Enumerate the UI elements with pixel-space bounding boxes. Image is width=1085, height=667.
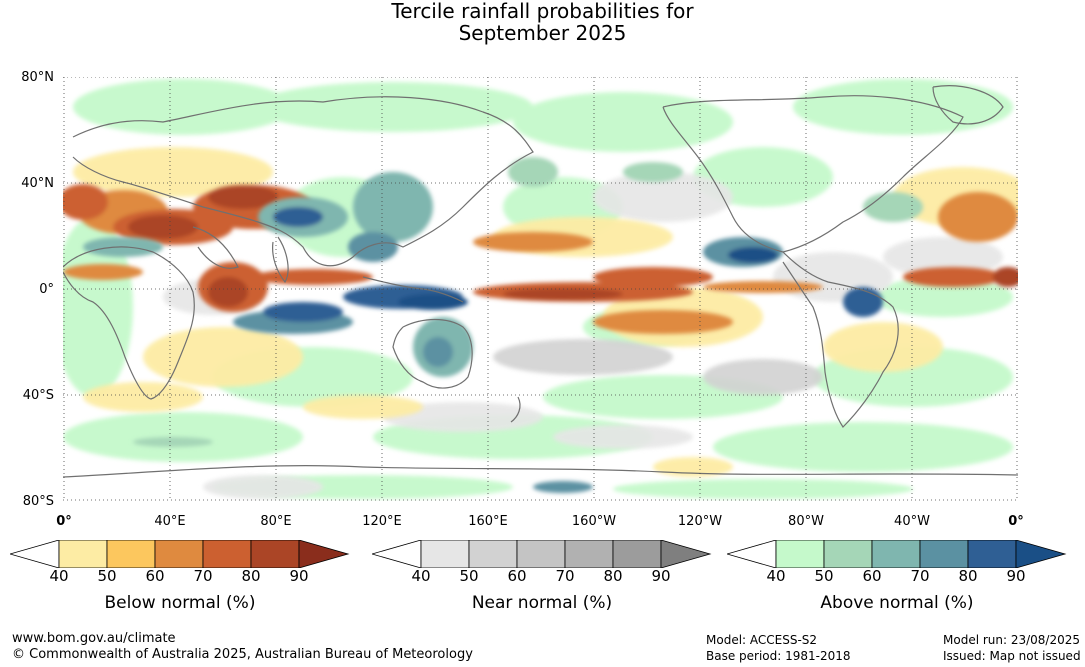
above-tick-70: 70 bbox=[910, 567, 930, 585]
above-swatch-80-90 bbox=[967, 540, 1017, 568]
above-swatch-over bbox=[1015, 540, 1067, 568]
lat-label-80s: 80°S bbox=[22, 494, 54, 509]
lat-label-0: 0° bbox=[39, 282, 54, 297]
below-tick-40: 40 bbox=[49, 567, 69, 585]
above-swatch-40-50 bbox=[775, 540, 825, 568]
above-swatch-50-60 bbox=[823, 540, 873, 568]
near-swatch-40-50 bbox=[420, 540, 470, 568]
near-normal-title: Near normal (%) bbox=[471, 593, 613, 613]
below-swatch-50-60 bbox=[106, 540, 156, 568]
above-normal-strong-areas bbox=[83, 157, 923, 493]
below-normal-strong-areas bbox=[63, 184, 1018, 334]
above-tick-40: 40 bbox=[766, 567, 786, 585]
lon-label-80w: 80°W bbox=[788, 514, 824, 529]
base-period: Base period: 1981-2018 bbox=[706, 649, 851, 663]
near-tick-40: 40 bbox=[411, 567, 431, 585]
below-tick-60: 60 bbox=[145, 567, 165, 585]
lat-label-80n: 80°N bbox=[21, 70, 54, 85]
coastlines bbox=[63, 85, 1018, 478]
copyright-text: © Commonwealth of Australia 2025, Austra… bbox=[12, 647, 473, 662]
lon-label-80e: 80°E bbox=[260, 514, 292, 529]
below-normal-light-areas bbox=[73, 147, 1018, 477]
below-normal-colorbar bbox=[10, 540, 350, 568]
map-canvas bbox=[63, 77, 1018, 501]
below-swatch-80-90 bbox=[250, 540, 300, 568]
issued-status: Issued: Map not issued bbox=[943, 649, 1081, 663]
below-swatch-over bbox=[298, 540, 350, 568]
above-tick-90: 90 bbox=[1006, 567, 1026, 585]
lon-label-40w: 40°W bbox=[894, 514, 930, 529]
lon-label-120w: 120°W bbox=[677, 514, 723, 529]
above-swatch-60-70 bbox=[871, 540, 921, 568]
above-tick-50: 50 bbox=[814, 567, 834, 585]
near-swatch-80-90 bbox=[612, 540, 662, 568]
lon-label-0-left: 0° bbox=[56, 514, 72, 529]
near-tick-90: 90 bbox=[651, 567, 671, 585]
map-title: Tercile rainfall probabilities for Septe… bbox=[0, 0, 1085, 44]
above-normal-title: Above normal (%) bbox=[820, 593, 974, 613]
below-swatch-70-80 bbox=[202, 540, 252, 568]
near-swatch-50-60 bbox=[468, 540, 518, 568]
lon-label-0-right: 0° bbox=[1008, 514, 1024, 529]
graticule bbox=[63, 77, 1018, 501]
below-swatch-60-70 bbox=[154, 540, 204, 568]
near-swatch-70-80 bbox=[564, 540, 614, 568]
below-tick-70: 70 bbox=[193, 567, 213, 585]
probability-map bbox=[63, 77, 1018, 501]
near-tick-70: 70 bbox=[555, 567, 575, 585]
above-swatch-70-80 bbox=[919, 540, 969, 568]
below-swatch-under bbox=[10, 540, 60, 568]
lon-label-160e: 160°E bbox=[468, 514, 508, 529]
below-tick-90: 90 bbox=[289, 567, 309, 585]
lat-label-40n: 40°N bbox=[21, 176, 54, 191]
lon-label-160w: 160°W bbox=[571, 514, 617, 529]
near-tick-80: 80 bbox=[603, 567, 623, 585]
near-normal-colorbar bbox=[372, 540, 712, 568]
above-tick-60: 60 bbox=[862, 567, 882, 585]
title-line-1: Tercile rainfall probabilities for bbox=[391, 0, 694, 23]
below-tick-80: 80 bbox=[241, 567, 261, 585]
below-swatch-40-50 bbox=[58, 540, 108, 568]
model-run: Model run: 23/08/2025 bbox=[943, 633, 1081, 647]
near-swatch-over bbox=[660, 540, 712, 568]
lon-label-40e: 40°E bbox=[154, 514, 186, 529]
below-tick-50: 50 bbox=[97, 567, 117, 585]
above-normal-colorbar bbox=[727, 540, 1067, 568]
below-normal-title: Below normal (%) bbox=[104, 593, 256, 613]
above-tick-80: 80 bbox=[958, 567, 978, 585]
model-name: Model: ACCESS-S2 bbox=[706, 633, 818, 647]
lat-label-40s: 40°S bbox=[22, 388, 54, 403]
near-swatch-under bbox=[372, 540, 422, 568]
lon-label-120e: 120°E bbox=[362, 514, 402, 529]
near-tick-60: 60 bbox=[507, 567, 527, 585]
website-text: www.bom.gov.au/climate bbox=[12, 631, 176, 646]
near-tick-50: 50 bbox=[459, 567, 479, 585]
title-line-2: September 2025 bbox=[458, 21, 627, 45]
above-swatch-under bbox=[727, 540, 777, 568]
near-swatch-60-70 bbox=[516, 540, 566, 568]
